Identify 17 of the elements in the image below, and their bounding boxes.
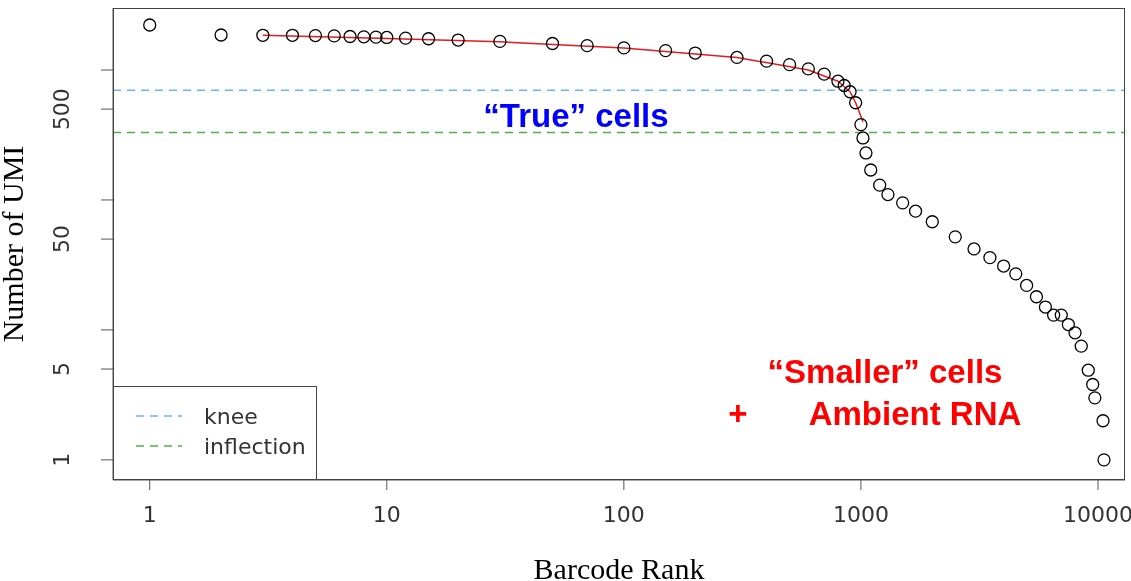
annotation: Ambient RNA bbox=[808, 395, 1022, 433]
y-axis-title: Number of UMI bbox=[0, 145, 29, 343]
x-tick-label: 10 bbox=[372, 501, 401, 527]
legend-label: inflection bbox=[204, 433, 306, 459]
y-tick-label: 5 bbox=[49, 362, 74, 377]
legend-label: knee bbox=[204, 403, 258, 429]
y-tick-label: 500 bbox=[49, 88, 74, 131]
y-tick-label: 50 bbox=[49, 225, 74, 254]
y-tick-label: 1 bbox=[49, 452, 74, 467]
x-tick-label: 1 bbox=[142, 501, 157, 527]
x-axis-title: Barcode Rank bbox=[533, 552, 705, 581]
annotation: “True” cells bbox=[483, 97, 669, 135]
x-tick-label: 100 bbox=[602, 501, 645, 527]
x-tick-label: 1000 bbox=[832, 501, 889, 527]
annotation: + bbox=[728, 395, 748, 433]
x-tick-label: 10000 bbox=[1062, 501, 1131, 527]
annotation: “Smaller” cells bbox=[767, 353, 1003, 391]
